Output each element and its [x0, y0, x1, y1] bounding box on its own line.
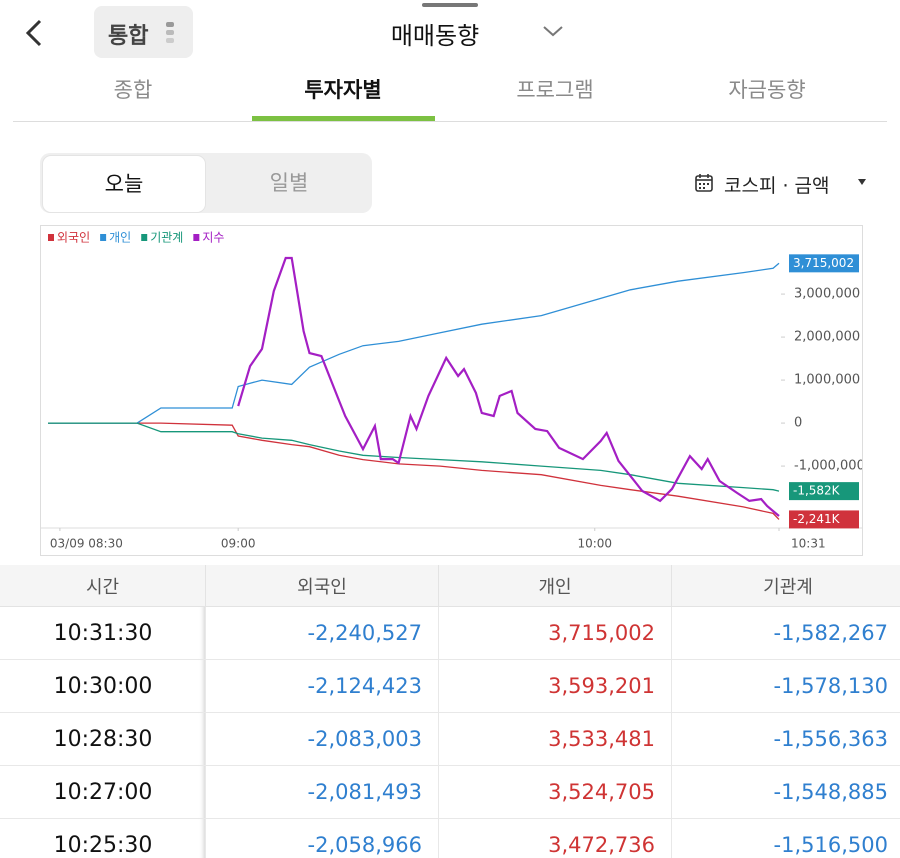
- time-cell: 10:28:30: [0, 712, 206, 766]
- value-cell: 3,533,481: [438, 712, 672, 766]
- value-cell: -2,083,003: [205, 712, 439, 766]
- legend-label: 외국인: [57, 231, 90, 245]
- y-tick-label: 2,000,000: [794, 330, 860, 345]
- legend-label: 기관계: [150, 231, 183, 245]
- drag-handle: [422, 3, 478, 7]
- value-cell: -1,516,500: [671, 818, 900, 858]
- value-cell: -1,578,130: [671, 659, 900, 713]
- x-tick-label: 10:31: [791, 537, 826, 551]
- value-cell: 3,472,736: [438, 818, 672, 858]
- column-header: 시간: [0, 565, 206, 607]
- title-dropdown[interactable]: [542, 24, 564, 38]
- chip-label: 통합: [108, 24, 149, 49]
- segment[interactable]: 일별: [269, 171, 309, 195]
- time-cell: 10:27:00: [0, 765, 206, 819]
- divider: [13, 121, 887, 122]
- series-line: [48, 262, 780, 424]
- calendar-icon: [695, 174, 713, 192]
- chart: -1,000,000 0 1,000,000 2,000,000 3,000,000 03…: [40, 225, 863, 556]
- table-row[interactable]: 10:31:30 -2,240,527 3,715,002 -1,582,267: [0, 606, 900, 660]
- end-label-box: [789, 482, 859, 501]
- data-table: 시간 외국인 개인 기관계 10:31:30 -2,240,527 3,715,002 -1,…: [0, 565, 900, 858]
- table-header: 시간 외국인 개인 기관계: [0, 565, 900, 607]
- selector-arrow[interactable]: [857, 178, 867, 186]
- chip-icon: [166, 22, 174, 43]
- column-header: 기관계: [671, 565, 900, 607]
- time-cell: 10:30:00: [0, 659, 206, 713]
- table-row[interactable]: 10:30:00 -2,124,423 3,593,201 -1,578,130: [0, 659, 900, 713]
- legend-label: 개인: [109, 231, 131, 245]
- value-cell: -2,240,527: [205, 606, 439, 660]
- time-cell: 10:25:30: [0, 818, 206, 858]
- table-row[interactable]: 10:25:30 -2,058,966 3,472,736 -1,516,500: [0, 818, 900, 858]
- series-line: [48, 422, 780, 492]
- value-cell: -1,556,363: [671, 712, 900, 766]
- time-cell: 10:31:30: [0, 606, 206, 660]
- column-header: 개인: [438, 565, 672, 607]
- end-label: 3,715,002: [793, 256, 854, 270]
- x-tick-label: 10:00: [577, 537, 612, 551]
- legend-swatch: [100, 234, 107, 241]
- legend-swatch: [48, 234, 54, 241]
- x-tick-label: 03/09 08:30: [50, 537, 123, 551]
- x-tick-label: 09:00: [221, 537, 256, 551]
- column-header: 외국인: [205, 565, 439, 607]
- tab[interactable]: 투자자별: [304, 78, 382, 102]
- value-cell: -1,582,267: [671, 606, 900, 660]
- tab-indicator: [252, 116, 435, 121]
- page-title: 매매동향: [390, 22, 480, 50]
- tab[interactable]: 종합: [113, 78, 153, 102]
- value-cell: 3,524,705: [438, 765, 672, 819]
- value-cell: 3,593,201: [438, 659, 672, 713]
- y-tick-label: 0: [794, 416, 802, 431]
- market-chip[interactable]: 통합: [94, 6, 193, 58]
- y-tick-label: 1,000,000: [794, 373, 860, 388]
- end-label: -2,241K: [793, 512, 841, 526]
- end-label: -1,582K: [793, 484, 841, 498]
- y-tick-label: 3,000,000: [794, 287, 860, 302]
- end-label-box: [789, 510, 859, 529]
- series-line: [237, 256, 780, 517]
- series-line: [48, 422, 780, 520]
- legend-swatch: [193, 234, 200, 241]
- y-tick-label: -1,000,000: [794, 459, 863, 474]
- legend-label: 지수: [202, 231, 224, 245]
- table-row[interactable]: 10:28:30 -2,083,003 3,533,481 -1,556,363: [0, 712, 900, 766]
- value-cell: -2,124,423: [205, 659, 439, 713]
- end-label-box: [789, 254, 859, 273]
- segment[interactable]: 오늘: [42, 155, 206, 213]
- table-row[interactable]: 10:27:00 -2,081,493 3,524,705 -1,548,885: [0, 765, 900, 819]
- legend-swatch: [141, 234, 148, 241]
- value-cell: -2,058,966: [205, 818, 439, 858]
- tab[interactable]: 자금동향: [728, 78, 806, 102]
- tab[interactable]: 프로그램: [516, 78, 594, 102]
- value-cell: 3,715,002: [438, 606, 672, 660]
- market-selector[interactable]: 코스피 · 금액: [724, 175, 830, 197]
- value-cell: -1,548,885: [671, 765, 900, 819]
- value-cell: -2,081,493: [205, 765, 439, 819]
- back-button[interactable]: [22, 18, 46, 48]
